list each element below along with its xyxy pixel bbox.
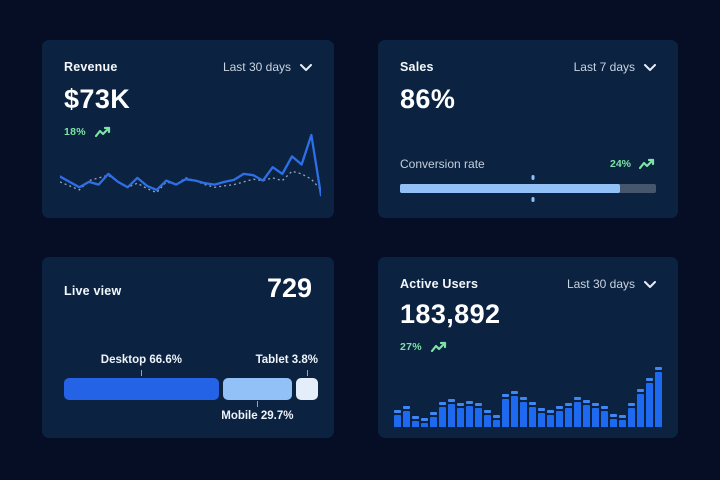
live-view-card-header: Live view 729 bbox=[64, 273, 312, 304]
active-users-range-label: Last 30 days bbox=[566, 277, 635, 291]
active-users-card-title: Active Users bbox=[400, 277, 479, 291]
progress-marker-top bbox=[531, 175, 535, 180]
chevron-down-icon bbox=[644, 64, 656, 71]
device-stacked-bar bbox=[64, 378, 318, 400]
revenue-range-label: Last 30 days bbox=[222, 60, 291, 74]
user-activity-bar bbox=[457, 363, 464, 427]
user-activity-bar bbox=[529, 363, 536, 427]
user-activity-bar bbox=[538, 363, 545, 427]
user-activity-bar bbox=[439, 363, 446, 427]
user-activity-bar bbox=[565, 363, 572, 427]
active-users-card-header: Active Users Last 30 days bbox=[400, 277, 656, 291]
active-users-delta-value: 27% bbox=[400, 341, 422, 353]
desktop-tick bbox=[141, 370, 143, 376]
live-view-card-title: Live view bbox=[64, 284, 122, 298]
conversion-row: Conversion rate 24% bbox=[400, 157, 656, 171]
active-users-value: 183,892 bbox=[400, 299, 501, 329]
user-activity-bar bbox=[475, 363, 482, 427]
sales-card-title: Sales bbox=[400, 60, 434, 74]
active-users-bar-chart bbox=[394, 363, 662, 427]
user-activity-bar bbox=[628, 363, 635, 427]
chevron-down-icon bbox=[644, 281, 656, 288]
sales-value: 86% bbox=[400, 84, 456, 114]
conversion-progress-fill bbox=[400, 184, 621, 193]
active-users-delta: 27% bbox=[400, 341, 656, 353]
user-activity-bar bbox=[502, 363, 509, 427]
tablet-tick bbox=[306, 370, 308, 376]
mobile-tick bbox=[257, 401, 259, 407]
revenue-delta: 18% bbox=[64, 126, 312, 138]
user-activity-bar bbox=[601, 363, 608, 427]
live-view-value: 729 bbox=[266, 273, 312, 303]
user-activity-bar bbox=[574, 363, 581, 427]
user-activity-bar bbox=[493, 363, 500, 427]
active-users-range-dropdown[interactable]: Last 30 days bbox=[567, 277, 656, 291]
conversion-progress-bar[interactable] bbox=[400, 175, 656, 202]
sales-range-dropdown[interactable]: Last 7 days bbox=[574, 60, 656, 74]
desktop-segment[interactable] bbox=[64, 378, 219, 400]
user-activity-bar bbox=[403, 363, 410, 427]
user-activity-bar bbox=[583, 363, 590, 427]
conversion-label: Conversion rate bbox=[400, 157, 485, 171]
sales-range-label: Last 7 days bbox=[573, 60, 635, 74]
user-activity-bar bbox=[655, 363, 662, 427]
user-activity-bar bbox=[619, 363, 626, 427]
user-activity-bar bbox=[421, 363, 428, 427]
user-activity-bar bbox=[610, 363, 617, 427]
device-split-chart: Desktop 66.6% Tablet 3.8% Mobile 29.7% bbox=[64, 354, 318, 424]
user-activity-bar bbox=[466, 363, 473, 427]
sales-card-header: Sales Last 7 days bbox=[400, 60, 656, 74]
trending-up-icon bbox=[639, 158, 655, 170]
revenue-value: $73K bbox=[64, 84, 131, 114]
conversion-delta: 24% bbox=[610, 158, 656, 170]
user-activity-bar bbox=[556, 363, 563, 427]
conversion-delta-value: 24% bbox=[609, 158, 631, 170]
user-activity-bar bbox=[520, 363, 527, 427]
chevron-down-icon bbox=[300, 64, 312, 71]
live-view-card: Live view 729 Desktop 66.6% Tablet 3.8% … bbox=[42, 257, 334, 438]
user-activity-bar bbox=[646, 363, 653, 427]
user-activity-bar bbox=[412, 363, 419, 427]
user-activity-bar bbox=[430, 363, 437, 427]
active-users-card: Active Users Last 30 days 183,892 27% bbox=[378, 257, 678, 438]
revenue-delta-value: 18% bbox=[64, 126, 86, 138]
revenue-card-header: Revenue Last 30 days bbox=[64, 60, 312, 74]
tablet-segment[interactable] bbox=[295, 378, 318, 400]
user-activity-bar bbox=[547, 363, 554, 427]
revenue-range-dropdown[interactable]: Last 30 days bbox=[223, 60, 312, 74]
desktop-label: Desktop 66.6% bbox=[100, 354, 182, 366]
revenue-line-chart bbox=[60, 133, 321, 197]
user-activity-bar bbox=[637, 363, 644, 427]
user-activity-bar bbox=[511, 363, 518, 427]
revenue-card: Revenue Last 30 days $73K 18% bbox=[42, 40, 334, 218]
trending-up-icon bbox=[430, 341, 447, 353]
user-activity-bar bbox=[394, 363, 401, 427]
progress-marker-bottom bbox=[531, 197, 535, 202]
tablet-label: Tablet 3.8% bbox=[255, 354, 318, 366]
user-activity-bar bbox=[484, 363, 491, 427]
conversion-block: Conversion rate 24% bbox=[400, 157, 656, 202]
sales-card: Sales Last 7 days 86% Conversion rate 24… bbox=[378, 40, 678, 218]
mobile-segment[interactable] bbox=[222, 378, 292, 400]
revenue-card-title: Revenue bbox=[64, 60, 118, 74]
user-activity-bar bbox=[592, 363, 599, 427]
trending-up-icon bbox=[94, 126, 111, 138]
mobile-label: Mobile 29.7% bbox=[221, 410, 294, 422]
user-activity-bar bbox=[448, 363, 455, 427]
